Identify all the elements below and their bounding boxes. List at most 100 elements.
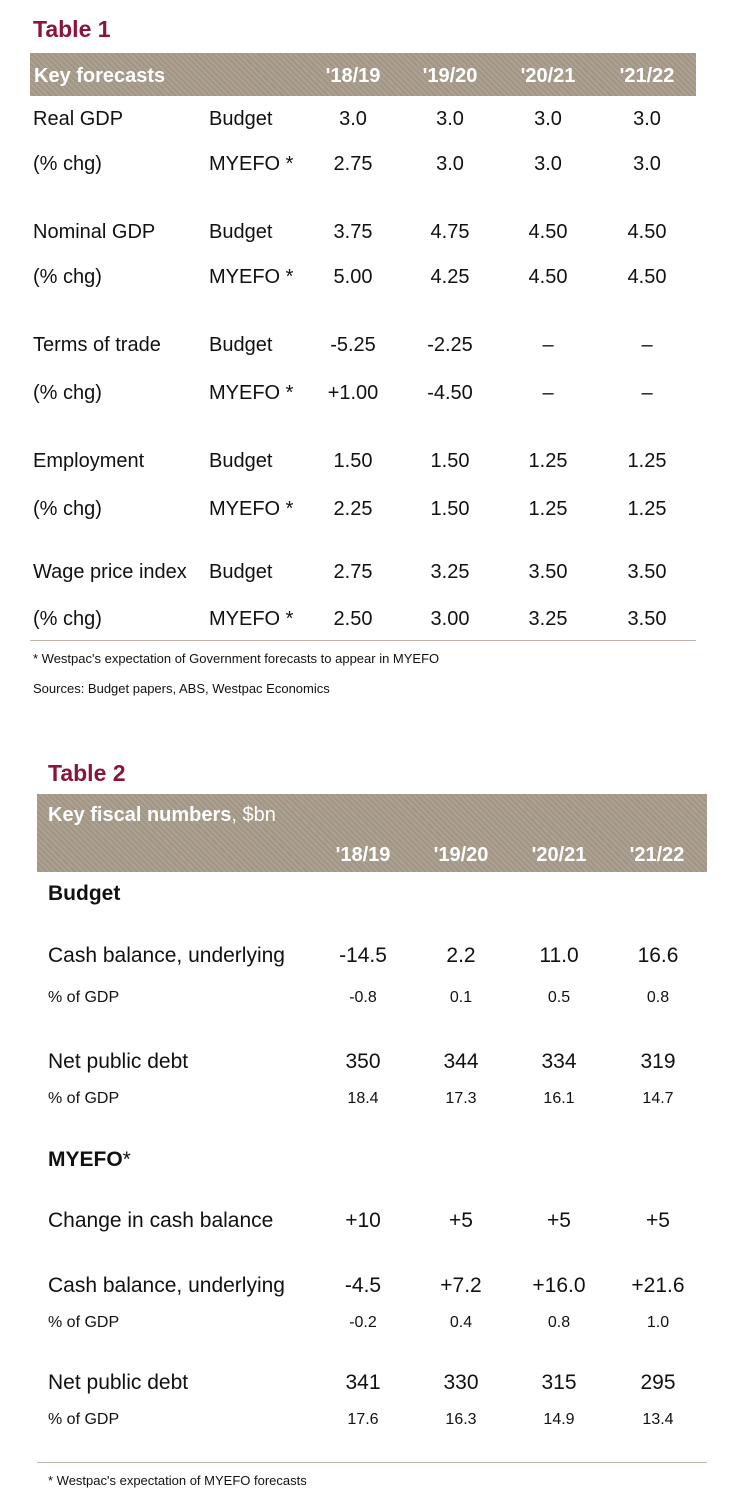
table2-cell: 17.3: [445, 1090, 477, 1107]
table2-cell: 16.3: [445, 1411, 477, 1428]
table1-year-2: '19/20: [422, 65, 478, 87]
table2-myefo-section: MYEFO*: [48, 1148, 131, 1172]
table2-cell: 17.6: [347, 1411, 379, 1428]
table2-bottom-rule: [37, 1462, 707, 1463]
table1-cell: 1.50: [430, 450, 470, 472]
table1-sources: Sources: Budget papers, ABS, Westpac Eco…: [33, 681, 330, 696]
table2-row-label: Cash balance, underlying: [48, 1274, 285, 1297]
table2-row-label: % of GDP: [48, 1411, 120, 1428]
table1-row-source: Budget: [209, 561, 273, 583]
table2-myefo-section-label: MYEFO: [48, 1148, 123, 1171]
table1-cell: 3.00: [430, 608, 470, 630]
table2-cell: +5: [449, 1209, 473, 1232]
table1-cell: 3.0: [633, 108, 661, 130]
table2-year-2: '19/20: [433, 844, 489, 866]
table1-cell: 3.0: [339, 108, 367, 130]
table2-footnote: * Westpac's expectation of MYEFO forecas…: [48, 1473, 307, 1488]
table2-cell: 341: [345, 1371, 381, 1394]
table1-cell: 3.75: [333, 221, 373, 243]
table2-cell: 18.4: [347, 1090, 379, 1107]
table1-row-label: Real GDP: [33, 108, 124, 130]
table2-cell: 11.0: [539, 944, 579, 967]
table1-row-label: (% chg): [33, 153, 102, 175]
table2-cell: 350: [345, 1050, 381, 1073]
table1-cell: 3.0: [534, 108, 562, 130]
table1-cell: -5.25: [330, 334, 376, 356]
table2-cell: -14.5: [339, 944, 387, 967]
table2-cell: -0.2: [349, 1314, 377, 1331]
table2-cell: +21.6: [631, 1274, 685, 1297]
table2-row-label: Net public debt: [48, 1371, 189, 1394]
table1-title: Table 1: [33, 16, 111, 42]
table1-cell: –: [542, 382, 554, 404]
table1-cell: 1.25: [627, 498, 667, 520]
table1-row-label: (% chg): [33, 382, 102, 404]
table2-cell: 14.9: [543, 1411, 575, 1428]
table1-cell: –: [641, 334, 653, 356]
table1-year-3: '20/21: [520, 65, 576, 87]
table2-year-1: '18/19: [335, 844, 391, 866]
table2-cell: +16.0: [532, 1274, 586, 1297]
table1-row-source: MYEFO *: [209, 498, 294, 520]
table1-row-source: Budget: [209, 334, 273, 356]
table1-row-source: MYEFO *: [209, 266, 294, 288]
table2-row-label: Change in cash balance: [48, 1209, 274, 1232]
table1-row-source: MYEFO *: [209, 382, 294, 404]
table1-bottom-rule: [30, 640, 696, 641]
table1-cell: 1.50: [430, 498, 470, 520]
table1-cell: –: [542, 334, 554, 356]
table1-cell: –: [641, 382, 653, 404]
table2-cell: 16.6: [637, 944, 679, 967]
table2-myefo-section-mark: *: [122, 1148, 131, 1171]
table2-cell: 0.1: [449, 989, 473, 1006]
table2-cell: 315: [541, 1371, 577, 1394]
table1-row-source: Budget: [209, 221, 273, 243]
table2-header-label-bold: Key fiscal numbers: [48, 804, 232, 826]
table2-cell: +7.2: [440, 1274, 482, 1297]
table1-cell: 4.25: [430, 266, 470, 288]
table1-cell: 2.50: [333, 608, 373, 630]
table2-cell: 0.8: [547, 1314, 571, 1331]
table1-cell: 1.25: [528, 498, 568, 520]
table1-row-label: (% chg): [33, 498, 102, 520]
table2-cell: 14.7: [642, 1090, 674, 1107]
table1-cell: 3.0: [436, 153, 464, 175]
table1-cell: -2.25: [427, 334, 473, 356]
table1-cell: 3.0: [633, 153, 661, 175]
table2-row-label: Net public debt: [48, 1050, 189, 1073]
table2-cell: 0.8: [646, 989, 670, 1006]
table2-year-3: '20/21: [531, 844, 587, 866]
table2-cell: -0.8: [349, 989, 377, 1006]
table1-cell: 3.50: [627, 608, 667, 630]
table1-cell: 3.0: [436, 108, 464, 130]
table1-cell: 1.25: [627, 450, 667, 472]
table2-cell: 330: [443, 1371, 479, 1394]
table2-row-label: % of GDP: [48, 1314, 120, 1331]
table2-cell: 0.4: [449, 1314, 473, 1331]
table1-cell: 4.50: [627, 221, 667, 243]
table1-row-source: MYEFO *: [209, 608, 294, 630]
table1-cell: 5.00: [333, 266, 373, 288]
table1-cell: 1.50: [333, 450, 373, 472]
table1-cell: 3.25: [528, 608, 568, 630]
table2-cell: -4.5: [344, 1274, 382, 1297]
table1-cell: 1.25: [528, 450, 568, 472]
table2-cell: 334: [541, 1050, 577, 1073]
table2-budget-section: Budget: [48, 882, 121, 905]
table1-year-1: '18/19: [325, 65, 381, 87]
table2-cell: 16.1: [543, 1090, 575, 1107]
table2-cell: 319: [640, 1050, 676, 1073]
table1-cell: 3.0: [534, 153, 562, 175]
table1-cell: 4.50: [627, 266, 667, 288]
table2-year-4: '21/22: [629, 844, 685, 866]
table1-header: Key forecasts '18/19 '19/20 '20/21 '21/2…: [30, 53, 696, 96]
table2-row-label: % of GDP: [48, 989, 120, 1006]
table1-year-4: '21/22: [619, 65, 675, 87]
table1-row-label: Employment: [33, 450, 145, 472]
table1-footnote: * Westpac's expectation of Government fo…: [33, 651, 440, 666]
table2-title: Table 2: [48, 760, 126, 786]
table1-row-source: Budget: [209, 108, 273, 130]
table1-cell: +1.00: [327, 382, 379, 404]
table1-row-label: (% chg): [33, 608, 102, 630]
table1-cell: 2.75: [333, 153, 373, 175]
